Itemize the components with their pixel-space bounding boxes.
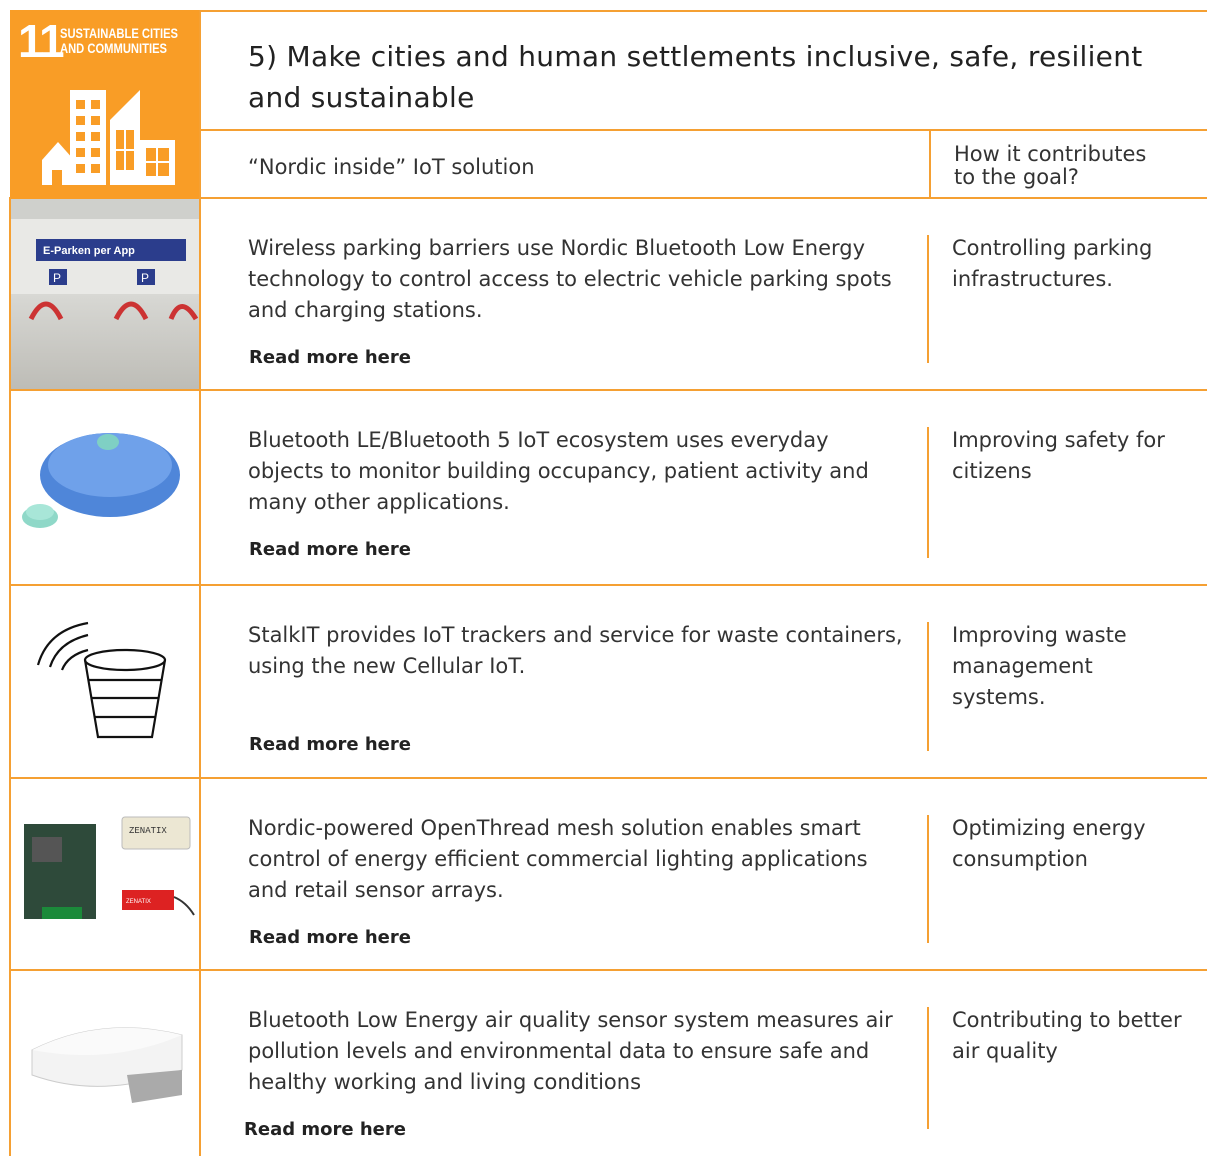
column-divider: [927, 235, 929, 363]
contribution: Contributing to better air quality: [952, 1008, 1182, 1063]
row-border: [10, 969, 1207, 971]
row-border: [10, 389, 1207, 391]
read-more-link[interactable]: Read more here: [249, 734, 411, 755]
column-divider: [927, 1007, 929, 1129]
row-border: [10, 777, 1207, 779]
row-border: [10, 584, 1207, 586]
parking-image: E-Parken per App P P: [11, 199, 199, 390]
sdg-label-line: SUSTAINABLE CITIES: [60, 25, 179, 41]
description: Wireless parking barriers use Nordic Blu…: [248, 236, 892, 322]
border: [200, 197, 1207, 199]
border: [9, 197, 11, 1156]
read-more-link[interactable]: Read more here: [249, 927, 411, 948]
sdg-icon: 11 SUSTAINABLE CITIES AND COMMUNITIES: [10, 10, 200, 200]
title: 5) Make cities and human settlements inc…: [248, 40, 1143, 114]
column-header: “Nordic inside” IoT solution: [248, 155, 535, 179]
description: Bluetooth LE/Bluetooth 5 IoT ecosystem u…: [248, 428, 869, 514]
read-more-link[interactable]: Read more here: [249, 347, 411, 368]
border: [200, 10, 1207, 12]
border: [199, 10, 201, 1156]
contribution: Controlling parking infrastructures.: [952, 236, 1153, 291]
description: StalkIT provides IoT trackers and servic…: [248, 623, 903, 678]
column-header: How it contributes to the goal?: [954, 142, 1147, 189]
read-more-link[interactable]: Read more here: [244, 1119, 406, 1140]
column-divider: [927, 622, 929, 751]
border: [200, 129, 1207, 131]
column-divider: [927, 815, 929, 943]
sign-text: P: [141, 271, 149, 285]
description: Nordic-powered OpenThread mesh solution …: [248, 816, 868, 902]
sensor-image: [22, 433, 180, 528]
sdg-label-line: AND COMMUNITIES: [60, 40, 168, 56]
waste-container-icon: [36, 621, 167, 739]
read-more-link[interactable]: Read more here: [249, 539, 411, 560]
description: Bluetooth Low Energy air quality sensor …: [248, 1008, 893, 1094]
contribution: Improving waste management systems.: [952, 623, 1127, 709]
sdg-number: 11: [18, 15, 65, 67]
border: [929, 130, 931, 198]
air-sensor-image: [31, 1027, 183, 1103]
sdg-label: SUSTAINABLE CITIES AND COMMUNITIES: [60, 26, 178, 56]
column-divider: [927, 427, 929, 558]
openthread-image: ZENATIX ZENATIX: [24, 816, 195, 919]
sign-text: E-Parken per App: [43, 245, 135, 257]
sdg-buildings: [42, 90, 175, 185]
contribution: Optimizing energy consumption: [952, 816, 1146, 871]
sign-text: P: [53, 271, 61, 285]
label-text: ZENATIX: [126, 899, 151, 905]
contribution: Improving safety for citizens: [952, 428, 1165, 483]
label-text: ZENATIX: [129, 826, 167, 836]
